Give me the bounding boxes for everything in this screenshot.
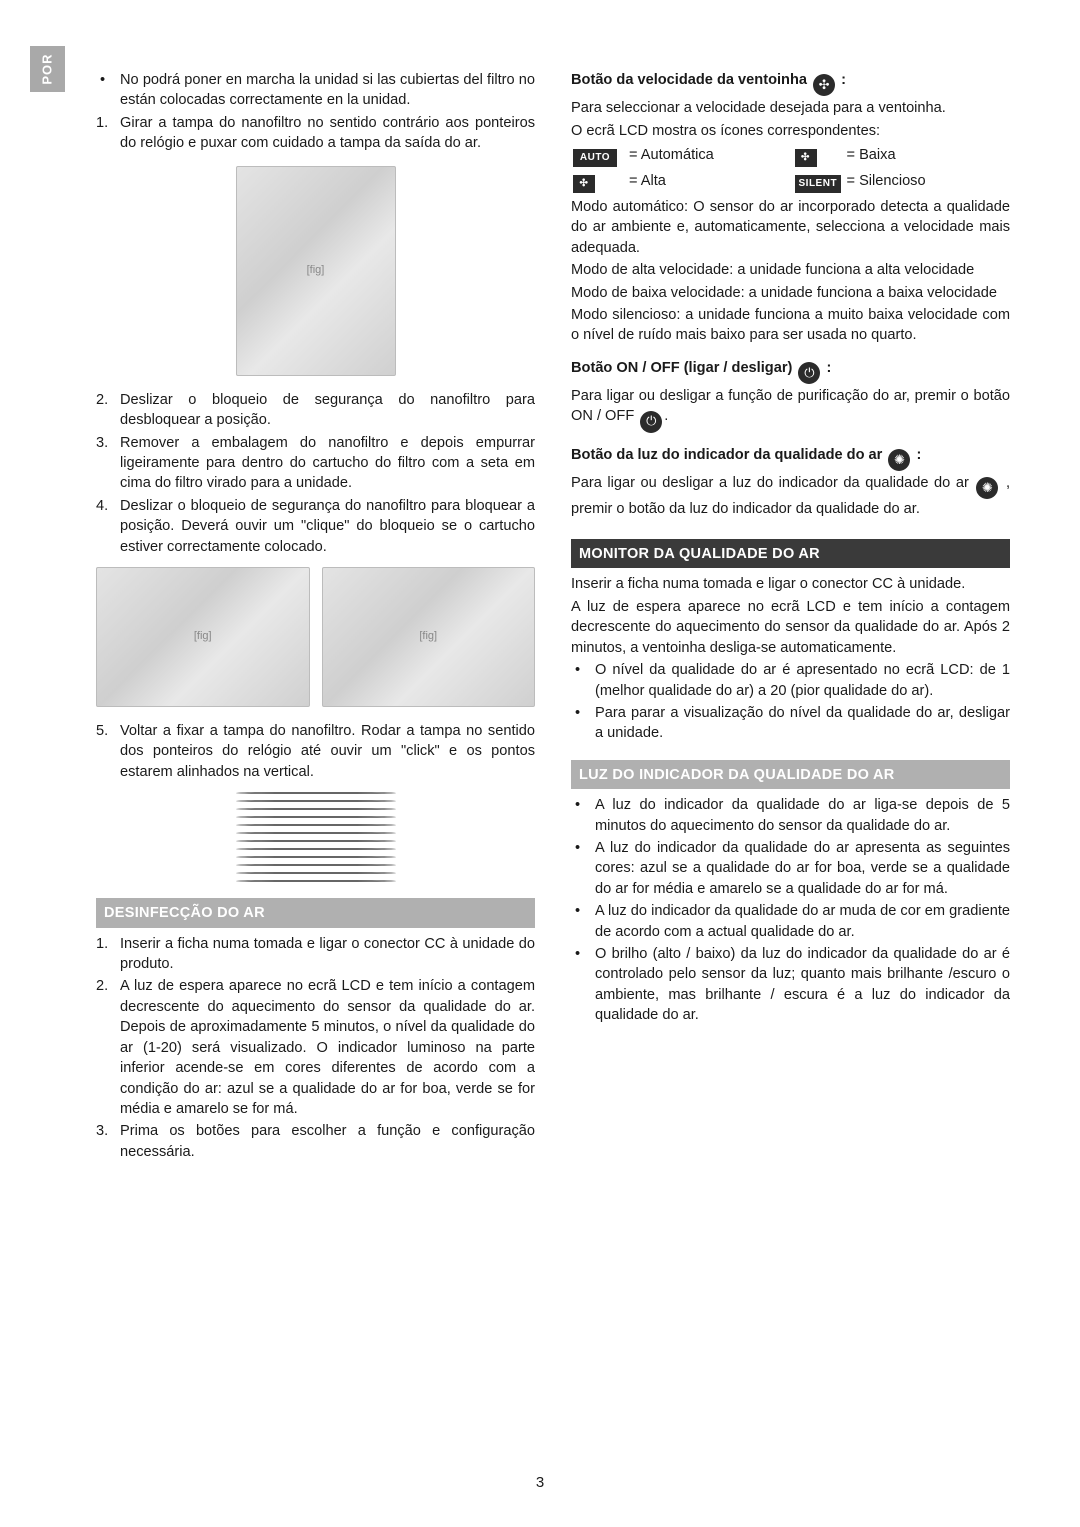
silent-badge-icon: SILENT [795, 175, 842, 193]
step-number: 3. [96, 433, 120, 453]
left-column: • No podrá poner en marcha la unidad si … [70, 70, 535, 1164]
step-text: Girar a tampa do nanofiltro no sentido c… [120, 113, 535, 154]
step-text: Deslizar o bloqueio de segurança do nano… [120, 496, 535, 557]
figure-coil [236, 792, 396, 882]
onoff-title: Botão ON / OFF (ligar / desligar) [571, 360, 792, 376]
monitor-p2: A luz de espera aparece no ecrã LCD e te… [571, 597, 1010, 658]
section-header-monitor: MONITOR DA QUALIDADE DO AR [571, 539, 1010, 568]
airquality-heading: Botão da luz do indicador da qualidade d… [571, 445, 1010, 471]
numbered-step: 5. Voltar a fixar a tampa do nanofiltro.… [96, 721, 535, 782]
step-text: Deslizar o bloqueio de segurança do nano… [120, 390, 535, 431]
page-number: 3 [0, 1472, 1080, 1493]
power-icon: ⏻ [640, 411, 662, 433]
step-text: Remover a embalagem do nanofiltro e depo… [120, 433, 535, 494]
bullet-marker: • [571, 703, 595, 723]
fan-speed-title: Botão da velocidade da ventoinha [571, 72, 807, 88]
fan-speed-heading: Botão da velocidade da ventoinha ✣ : [571, 70, 1010, 96]
bullet-text: A luz do indicador da qualidade do ar li… [595, 795, 1010, 836]
step-number: 2. [96, 976, 120, 996]
numbered-step: 3. Remover a embalagem do nanofiltro e d… [96, 433, 535, 494]
right-column: Botão da velocidade da ventoinha ✣ : Par… [571, 70, 1010, 1164]
figure-row: [fig] [fig] [96, 567, 535, 707]
auto-label: = Automática [629, 145, 793, 165]
aq-para: Para ligar ou desligar a luz do indicado… [571, 473, 1010, 520]
brightness-icon: ✺ [888, 449, 910, 471]
bullet-marker: • [571, 901, 595, 921]
section-header-luz: LUZ DO INDICADOR DA QUALIDADE DO AR [571, 760, 1010, 789]
numbered-step: 3. Prima os botões para escolher a funçã… [96, 1121, 535, 1162]
bullet-marker: • [96, 70, 120, 90]
onoff-para-b: . [664, 408, 668, 424]
step-number: 4. [96, 496, 120, 516]
step-number: 3. [96, 1121, 120, 1141]
bullet-marker: • [571, 838, 595, 858]
bullet-item: • O brilho (alto / baixo) da luz do indi… [571, 944, 1010, 1026]
bullet-item: • Para parar a visualização do nível da … [571, 703, 1010, 744]
bullet-item: • A luz do indicador da qualidade do ar … [571, 901, 1010, 942]
bullet-item: • A luz do indicador da qualidade do ar … [571, 838, 1010, 899]
alta-label: = Alta [629, 171, 793, 191]
bullet-text: Para parar a visualização do nível da qu… [595, 703, 1010, 744]
monitor-p1: Inserir a ficha numa tomada e ligar o co… [571, 574, 1010, 594]
figure-nanofilter-tall: [fig] [236, 166, 396, 376]
aq-title: Botão da luz do indicador da qualidade d… [571, 447, 882, 463]
step-text: Inserir a ficha numa tomada e ligar o co… [120, 934, 535, 975]
bullet-item: • No podrá poner en marcha la unidad si … [96, 70, 535, 111]
step-text: Prima os botões para escolher a função e… [120, 1121, 535, 1162]
mode-silent-text: Modo silencioso: a unidade funciona a mu… [571, 305, 1010, 346]
bullet-marker: • [571, 795, 595, 815]
fan-icon: ✣ [813, 74, 835, 96]
step-text: A luz de espera aparece no ecrã LCD e te… [120, 976, 535, 1119]
figure-cartridge-left: [fig] [96, 567, 310, 707]
bullet-marker: • [571, 660, 595, 680]
bullet-item: • O nível da qualidade do ar é apresenta… [571, 660, 1010, 701]
step-number: 2. [96, 390, 120, 410]
aq-para-a: Para ligar ou desligar a luz do indicado… [571, 475, 974, 491]
bullet-text: O nível da qualidade do ar é apresentado… [595, 660, 1010, 701]
numbered-step: 1. Inserir a ficha numa tomada e ligar o… [96, 934, 535, 975]
language-tab-label: POR [38, 53, 56, 84]
bullet-text: No podrá poner en marcha la unidad si la… [120, 70, 535, 111]
power-icon: ⏻ [798, 362, 820, 384]
auto-badge-icon: AUTO [573, 149, 617, 167]
section-header-desinfeccao: DESINFECÇÃO DO AR [96, 898, 535, 927]
bullet-item: • A luz do indicador da qualidade do ar … [571, 795, 1010, 836]
low-badge-icon: ✣ [795, 149, 817, 167]
figure-cartridge-right: [fig] [322, 567, 536, 707]
high-badge-icon: ✣ [573, 175, 595, 193]
numbered-step: 2. A luz de espera aparece no ecrã LCD e… [96, 976, 535, 1119]
bullet-text: A luz do indicador da qualidade do ar ap… [595, 838, 1010, 899]
step-number: 1. [96, 113, 120, 133]
onoff-para: Para ligar ou desligar a função de purif… [571, 386, 1010, 433]
lcd-icons-line: O ecrã LCD mostra os ícones corresponden… [571, 121, 1010, 141]
mode-low-text: Modo de baixa velocidade: a unidade func… [571, 283, 1010, 303]
fan-para: Para seleccionar a velocidade desejada p… [571, 98, 1010, 118]
step-number: 5. [96, 721, 120, 741]
bullet-marker: • [571, 944, 595, 964]
language-tab: POR [30, 46, 65, 92]
bullet-text: A luz do indicador da qualidade do ar mu… [595, 901, 1010, 942]
two-column-layout: • No podrá poner en marcha la unidad si … [70, 70, 1010, 1164]
step-text: Voltar a fixar a tampa do nanofiltro. Ro… [120, 721, 535, 782]
silenc-label: = Silencioso [847, 171, 1011, 191]
mode-auto-text: Modo automático: O sensor do ar incorpor… [571, 197, 1010, 258]
onoff-para-a: Para ligar ou desligar a função de purif… [571, 388, 1010, 424]
numbered-step: 4. Deslizar o bloqueio de segurança do n… [96, 496, 535, 557]
mode-high-text: Modo de alta velocidade: a unidade funci… [571, 260, 1010, 280]
baixa-label: = Baixa [847, 145, 1011, 165]
step-number: 1. [96, 934, 120, 954]
onoff-heading: Botão ON / OFF (ligar / desligar) ⏻ : [571, 358, 1010, 384]
numbered-step: 1. Girar a tampa do nanofiltro no sentid… [96, 113, 535, 154]
brightness-icon: ✺ [976, 477, 998, 499]
bullet-text: O brilho (alto / baixo) da luz do indica… [595, 944, 1010, 1026]
speed-icon-grid: AUTO = Automática ✣ = Baixa ✣ = Alta SIL… [571, 143, 1010, 193]
numbered-step: 2. Deslizar o bloqueio de segurança do n… [96, 390, 535, 431]
